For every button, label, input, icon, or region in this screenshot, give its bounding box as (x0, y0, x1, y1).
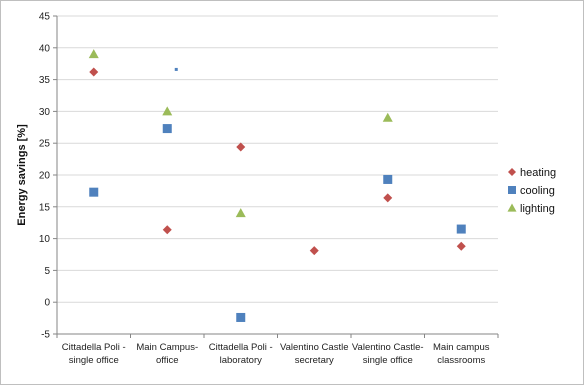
heating-point (89, 67, 99, 77)
legend-heating-label: heating (520, 167, 556, 179)
cooling-point (89, 187, 99, 197)
y-tick-label: 40 (39, 43, 51, 54)
extra-point (174, 67, 178, 71)
cooling-point (383, 174, 393, 184)
lighting-point (88, 49, 99, 59)
legend-cooling-label: cooling (520, 185, 555, 197)
x-tick-label: Valentino Castle secretary (280, 342, 348, 366)
y-tick-label: 15 (39, 202, 51, 213)
cooling-point (162, 124, 172, 134)
heating-point (456, 241, 466, 251)
heating-point (236, 142, 246, 152)
legend-lighting-label: lighting (520, 203, 555, 215)
heating-point (162, 225, 172, 235)
lighting-point (235, 208, 246, 218)
y-tick-label: -5 (41, 330, 50, 341)
x-tick-label: Main campus classrooms (433, 342, 490, 366)
cooling-point (236, 312, 246, 322)
lighting-point (382, 112, 393, 122)
heating-point (309, 246, 319, 256)
y-tick-label: 0 (44, 298, 50, 309)
x-tick-label: Main Campus-office (136, 342, 198, 366)
cooling-point (456, 224, 466, 234)
y-axis-label: Energy savings [%] (16, 124, 28, 226)
heating-point (383, 193, 393, 203)
lighting-point (162, 106, 173, 116)
legend-cooling-marker (508, 186, 516, 194)
y-tick-label: 35 (39, 75, 51, 86)
y-tick-label: 5 (44, 266, 50, 277)
y-tick-label: 25 (39, 139, 51, 150)
x-tick-label: Cittadella Poli -laboratory (209, 342, 273, 366)
legend-lighting-marker (507, 203, 517, 212)
x-tick-label: Cittadella Poli -single office (62, 342, 126, 366)
y-tick-label: 30 (39, 107, 51, 118)
x-tick-label: Valentino Castle-single office (352, 342, 424, 366)
y-tick-label: 10 (39, 234, 51, 245)
y-tick-label: 20 (39, 171, 51, 182)
y-tick-label: 45 (39, 12, 51, 23)
legend-heating-marker (508, 168, 516, 176)
